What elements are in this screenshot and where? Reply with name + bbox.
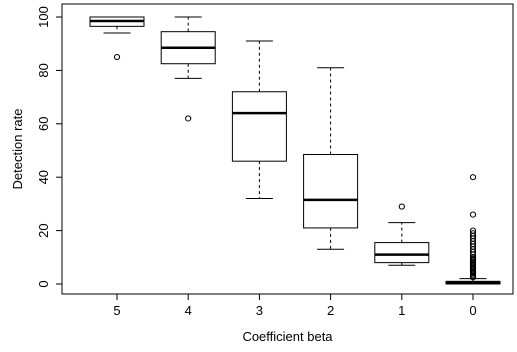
box-4 <box>160 16 216 122</box>
outlier-point <box>469 227 477 234</box>
y-tick-label: 80 <box>36 63 51 77</box>
x-tick-label: 4 <box>185 303 192 318</box>
box-0 <box>445 174 501 285</box>
plot-frame <box>61 3 514 295</box>
x-tick-label: 2 <box>327 303 334 318</box>
x-tick-label: 0 <box>469 303 476 318</box>
x-axis: 5 4 3 2 1 0 <box>113 294 477 318</box>
y-tick-label: 20 <box>36 223 51 237</box>
x-tick-label: 3 <box>256 303 263 318</box>
outlier-point <box>398 203 405 210</box>
box-3 <box>231 40 287 200</box>
box-iqr <box>303 154 359 229</box>
y-tick-label: 60 <box>36 117 51 131</box>
y-tick-label: 0 <box>36 280 51 287</box>
outlier-point <box>469 174 477 181</box>
box-2 <box>303 67 359 250</box>
y-axis-title: Detection rate <box>10 109 25 190</box>
box-series <box>89 16 501 285</box>
box-1 <box>374 203 430 266</box>
x-tick-label: 5 <box>113 303 120 318</box>
y-tick-label: 40 <box>36 170 51 184</box>
box-5 <box>89 16 145 61</box>
y-tick-label: 100 <box>36 6 51 28</box>
outlier-point <box>469 211 477 218</box>
x-axis-title: Coefficient beta <box>242 329 333 344</box>
y-axis: 0 20 40 60 80 100 <box>36 6 62 288</box>
box-iqr <box>374 242 430 264</box>
outlier-point <box>185 115 192 122</box>
x-tick-label: 1 <box>398 303 405 318</box>
box-iqr <box>231 91 287 162</box>
outlier-point <box>469 230 477 237</box>
outlier-point <box>113 53 121 61</box>
